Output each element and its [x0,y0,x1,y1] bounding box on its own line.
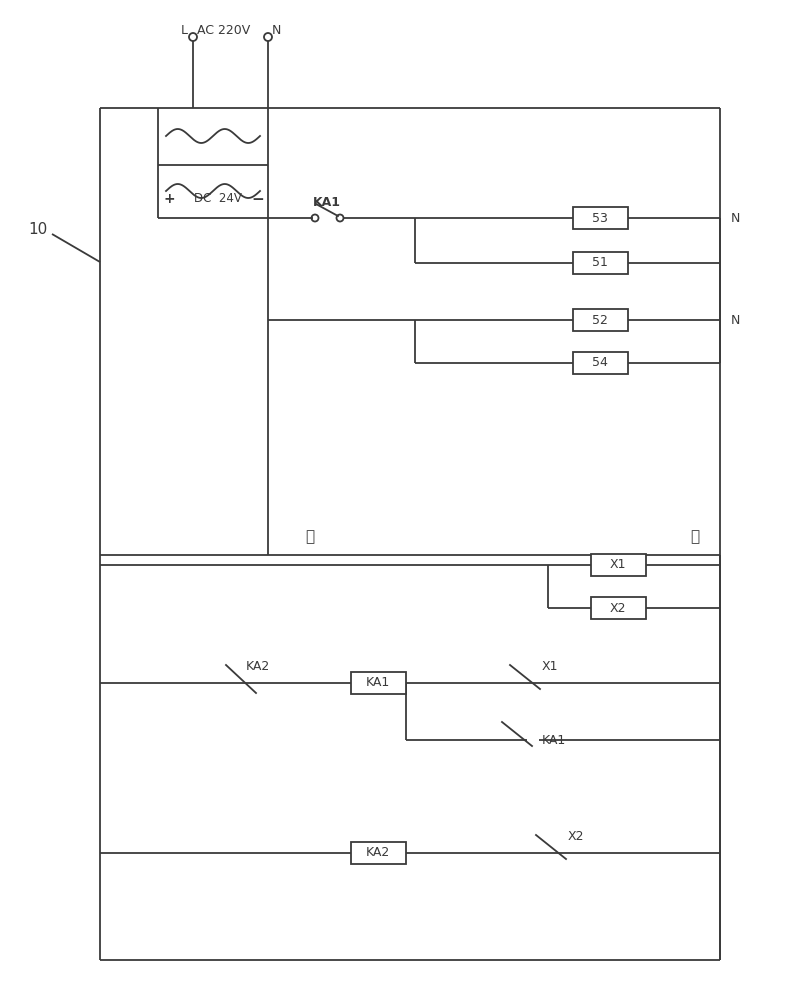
Text: 兰: 兰 [690,530,700,544]
FancyBboxPatch shape [572,309,627,331]
Text: KA2: KA2 [366,846,390,859]
Text: L: L [181,23,188,36]
Text: N: N [730,212,740,225]
Text: DC  24V: DC 24V [194,192,242,206]
Text: KA1: KA1 [542,734,567,746]
FancyBboxPatch shape [350,842,405,864]
FancyBboxPatch shape [590,554,645,576]
Text: −: − [252,192,264,207]
Text: X1: X1 [610,558,626,572]
Text: 51: 51 [592,256,608,269]
Text: N: N [730,314,740,326]
FancyBboxPatch shape [572,207,627,229]
Text: KA1: KA1 [366,676,390,690]
Text: 棕: 棕 [305,530,315,544]
FancyBboxPatch shape [590,597,645,619]
Text: N: N [272,23,282,36]
Text: 52: 52 [592,314,608,326]
Text: KA2: KA2 [246,660,270,672]
Text: X2: X2 [610,601,626,614]
FancyBboxPatch shape [350,672,405,694]
Text: 54: 54 [592,357,608,369]
Text: AC 220V: AC 220V [197,23,250,36]
Text: X2: X2 [568,830,585,842]
Text: +: + [163,192,175,206]
Text: KA1: KA1 [313,196,341,209]
FancyBboxPatch shape [572,352,627,374]
FancyBboxPatch shape [572,252,627,274]
Text: X1: X1 [542,660,559,672]
Text: 10: 10 [28,223,48,237]
Text: 53: 53 [592,212,608,225]
